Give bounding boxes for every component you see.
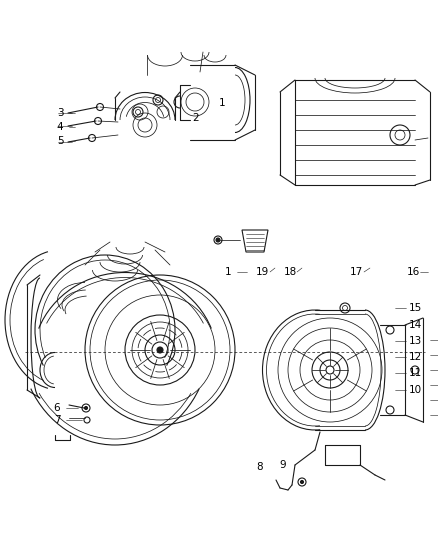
Text: 7: 7 xyxy=(54,415,60,425)
Text: 2: 2 xyxy=(193,113,199,123)
Text: 14: 14 xyxy=(408,320,422,330)
Text: 4: 4 xyxy=(57,122,64,132)
Text: 8: 8 xyxy=(257,462,263,472)
Text: 12: 12 xyxy=(408,352,422,362)
Circle shape xyxy=(300,481,304,483)
Text: 19: 19 xyxy=(255,267,268,277)
Text: 16: 16 xyxy=(406,267,420,277)
Text: 9: 9 xyxy=(280,460,286,470)
Text: 11: 11 xyxy=(408,368,422,378)
Text: 5: 5 xyxy=(57,136,64,146)
Text: 18: 18 xyxy=(283,267,297,277)
Text: 1: 1 xyxy=(219,98,225,108)
Text: 17: 17 xyxy=(350,267,363,277)
Text: 15: 15 xyxy=(408,303,422,313)
Text: 10: 10 xyxy=(409,385,421,395)
Circle shape xyxy=(85,407,88,409)
Text: 13: 13 xyxy=(408,336,422,346)
Text: 3: 3 xyxy=(57,108,64,118)
Circle shape xyxy=(216,238,220,242)
Circle shape xyxy=(157,347,163,353)
Text: 6: 6 xyxy=(54,403,60,413)
Text: 1: 1 xyxy=(225,267,231,277)
